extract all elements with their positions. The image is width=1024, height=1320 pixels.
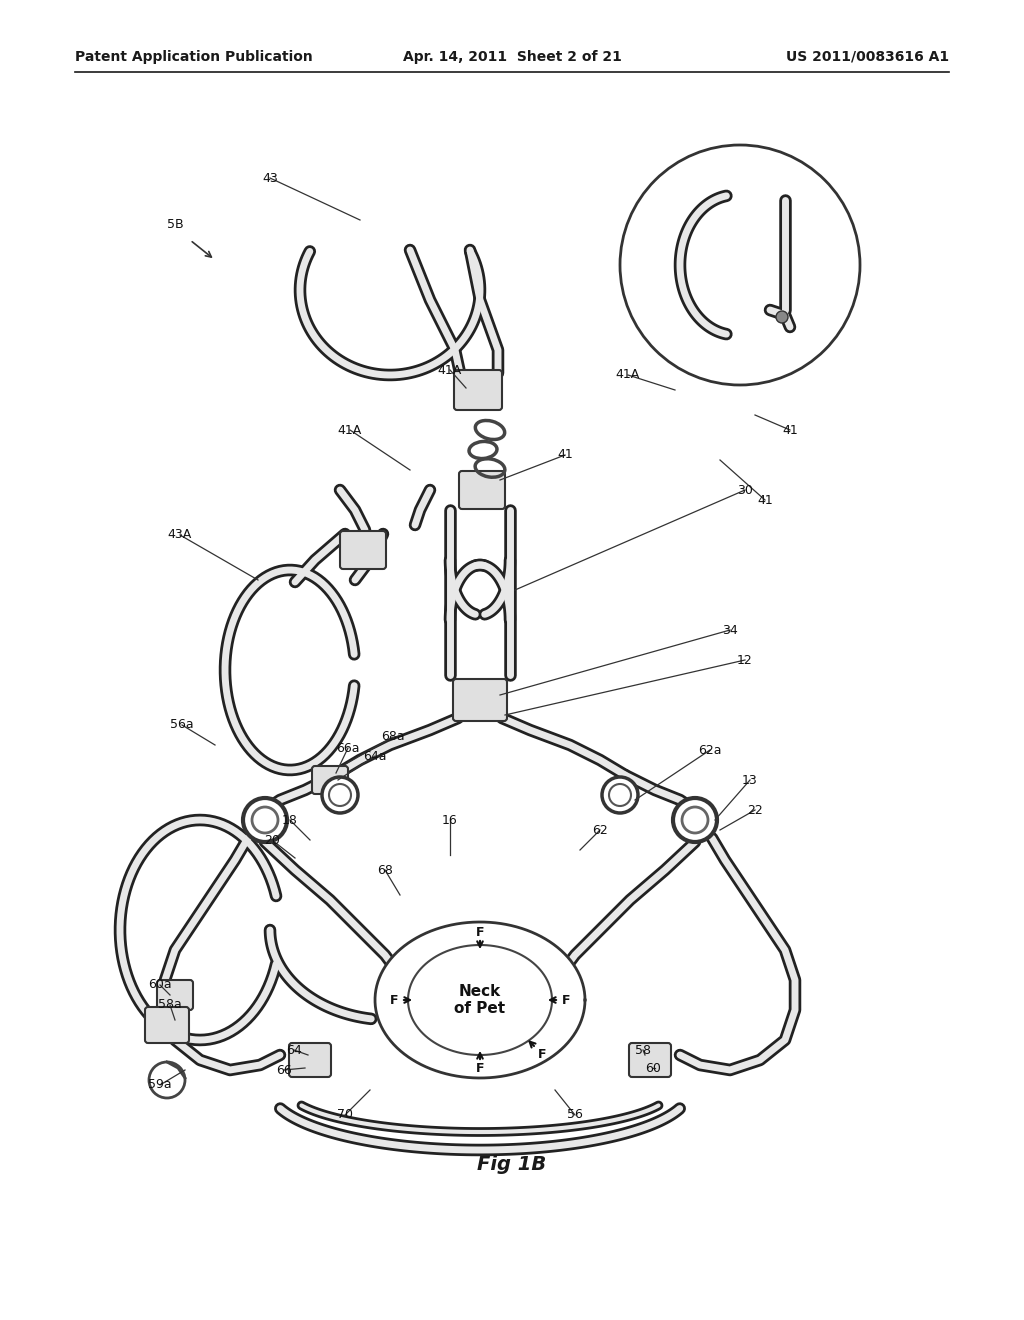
Text: 34: 34 [722,623,738,636]
Circle shape [329,784,351,807]
Text: 13: 13 [742,774,758,787]
Text: 62a: 62a [698,743,722,756]
Text: Patent Application Publication: Patent Application Publication [75,50,312,63]
Text: 60: 60 [645,1061,660,1074]
Text: 41: 41 [782,424,798,437]
Text: 41A: 41A [438,363,462,376]
Circle shape [673,799,717,842]
Text: 64: 64 [286,1044,302,1056]
Text: F: F [538,1048,546,1061]
Circle shape [243,799,287,842]
Text: 43A: 43A [168,528,193,541]
Text: Apr. 14, 2011  Sheet 2 of 21: Apr. 14, 2011 Sheet 2 of 21 [402,50,622,63]
FancyBboxPatch shape [289,1043,331,1077]
Text: 22: 22 [748,804,763,817]
Text: Neck
of Pet: Neck of Pet [455,983,506,1016]
Circle shape [620,145,860,385]
Text: 12: 12 [737,653,753,667]
Text: 64a: 64a [364,750,387,763]
Text: F: F [476,1061,484,1074]
Circle shape [252,807,278,833]
Circle shape [602,777,638,813]
Circle shape [609,784,631,807]
FancyBboxPatch shape [145,1007,189,1043]
FancyBboxPatch shape [454,370,502,411]
FancyBboxPatch shape [340,531,386,569]
Text: 59a: 59a [148,1078,172,1092]
Text: F: F [562,994,570,1006]
Text: 16: 16 [442,813,458,826]
FancyBboxPatch shape [312,766,348,795]
Text: F: F [476,925,484,939]
Text: F: F [390,994,398,1006]
Text: 66: 66 [276,1064,292,1077]
Text: 41A: 41A [615,368,640,381]
Text: 62: 62 [592,824,608,837]
FancyBboxPatch shape [459,471,505,510]
Text: 58a: 58a [158,998,182,1011]
Text: 5B: 5B [167,219,183,231]
Text: 66a: 66a [336,742,359,755]
Text: 20: 20 [264,833,280,846]
Text: Fig 1B: Fig 1B [477,1155,547,1175]
Text: 70: 70 [337,1109,353,1122]
Text: 68a: 68a [381,730,404,743]
Text: 68: 68 [377,863,393,876]
Circle shape [682,807,708,833]
Text: 30: 30 [737,483,753,496]
Polygon shape [408,945,552,1055]
Polygon shape [375,921,585,1078]
FancyBboxPatch shape [453,678,507,721]
Circle shape [776,312,788,323]
FancyBboxPatch shape [157,979,193,1010]
Text: 18: 18 [282,813,298,826]
Text: 41A: 41A [338,424,362,437]
Text: 56: 56 [567,1109,583,1122]
Text: 60a: 60a [148,978,172,991]
Circle shape [322,777,358,813]
Text: US 2011/0083616 A1: US 2011/0083616 A1 [785,50,949,63]
Text: 58: 58 [635,1044,651,1056]
Text: 41: 41 [557,449,572,462]
Text: 41: 41 [757,494,773,507]
FancyBboxPatch shape [629,1043,671,1077]
Text: 56a: 56a [170,718,194,731]
Text: 43: 43 [262,172,278,185]
